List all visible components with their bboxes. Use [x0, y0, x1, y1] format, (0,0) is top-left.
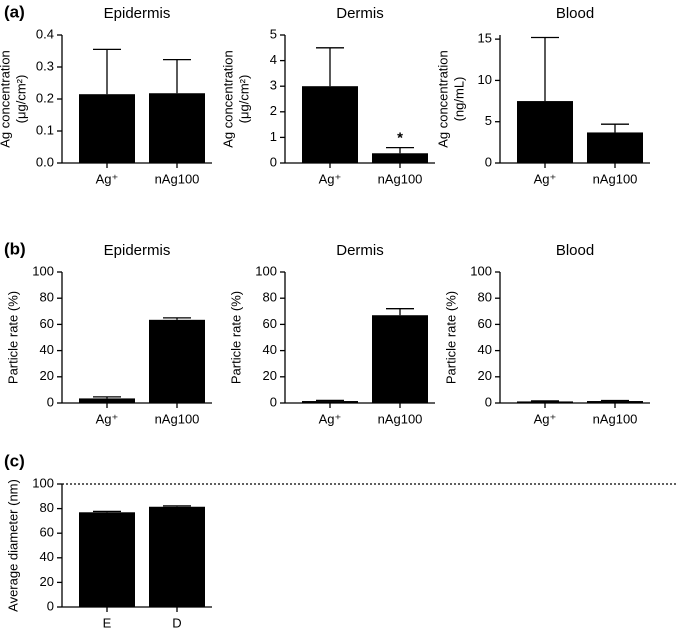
y-tick-label: 100 — [32, 263, 54, 278]
y-tick-label: 80 — [263, 290, 277, 305]
bar — [79, 512, 135, 607]
y-axis-label: (μg/cm²) — [236, 75, 251, 124]
annotation: * — [397, 130, 403, 147]
y-tick-label: 100 — [470, 263, 492, 278]
y-tick-label: 4 — [270, 52, 277, 67]
y-tick-label: 100 — [255, 263, 277, 278]
chart-title: Dermis — [336, 5, 384, 22]
bar — [587, 401, 643, 403]
y-tick-label: 0.2 — [36, 90, 54, 105]
y-tick-label: 80 — [40, 500, 54, 515]
y-tick-label: 20 — [40, 368, 54, 383]
y-axis-label: Average diameter (nm) — [5, 479, 20, 612]
y-axis-label: Particle rate (%) — [228, 291, 243, 384]
bar — [149, 319, 205, 403]
bar — [587, 132, 643, 163]
y-tick-label: 5 — [270, 26, 277, 41]
y-tick-label: 60 — [478, 316, 492, 331]
y-tick-label: 40 — [478, 342, 492, 357]
y-tick-label: 0 — [270, 394, 277, 409]
y-tick-label: 60 — [40, 316, 54, 331]
y-tick-label: 40 — [40, 342, 54, 357]
y-tick-label: 40 — [263, 342, 277, 357]
y-tick-label: 100 — [32, 475, 54, 490]
y-tick-label: 0.0 — [36, 154, 54, 169]
x-tick-label: Ag⁺ — [534, 411, 557, 426]
x-tick-label: nAg100 — [378, 411, 423, 426]
x-tick-label: Ag⁺ — [534, 171, 557, 186]
chart-title: Epidermis — [104, 242, 171, 259]
x-tick-label: E — [103, 615, 112, 629]
y-tick-label: 2 — [270, 103, 277, 118]
x-tick-label: Ag⁺ — [319, 171, 342, 186]
x-tick-label: Ag⁺ — [319, 411, 342, 426]
y-tick-label: 80 — [40, 290, 54, 305]
chart-title: Dermis — [336, 242, 384, 259]
y-axis-label: Particle rate (%) — [443, 291, 458, 384]
chart: Blood Ag concentration (ng/mL) 0 5 10 15 Ag⁺ nAg… — [435, 5, 650, 186]
x-tick-label: nAg100 — [378, 171, 423, 186]
bar — [79, 94, 135, 163]
y-tick-label: 0 — [485, 154, 492, 169]
y-axis-label: (μg/cm²) — [13, 75, 28, 124]
panel-label: (b) — [4, 239, 26, 258]
chart: Blood Particle rate (%) 0 20 40 60 80 100 Ag⁺ nAg… — [443, 242, 650, 426]
chart: (c) Average diameter (nm) 0 20 40 60 80 100 E D — [4, 451, 677, 629]
y-axis-label: Particle rate (%) — [5, 291, 20, 384]
y-tick-label: 40 — [40, 549, 54, 564]
y-tick-label: 0 — [270, 154, 277, 169]
x-tick-label: D — [172, 615, 181, 629]
x-tick-label: nAg100 — [155, 171, 200, 186]
bar — [149, 93, 205, 163]
chart-title: Blood — [556, 5, 594, 22]
y-tick-label: 10 — [478, 72, 492, 87]
y-axis-label: Ag concentration — [220, 50, 235, 148]
x-tick-label: Ag⁺ — [96, 411, 119, 426]
y-tick-label: 3 — [270, 78, 277, 93]
y-axis-label: Ag concentration — [435, 50, 450, 148]
x-tick-label: nAg100 — [155, 411, 200, 426]
y-axis-label: (ng/mL) — [451, 77, 466, 122]
chart-title: Epidermis — [104, 5, 171, 22]
y-tick-label: 0.1 — [36, 122, 54, 137]
y-tick-label: 0.3 — [36, 58, 54, 73]
chart-title: Blood — [556, 242, 594, 259]
y-tick-label: 0 — [485, 394, 492, 409]
bar — [372, 153, 428, 163]
x-tick-label: nAg100 — [593, 171, 638, 186]
bar — [372, 315, 428, 403]
chart: Dermis Particle rate (%) 0 20 40 60 80 100 Ag⁺ nA… — [228, 242, 435, 426]
y-tick-label: 0 — [47, 598, 54, 613]
y-tick-label: 5 — [485, 113, 492, 128]
x-tick-label: Ag⁺ — [96, 171, 119, 186]
chart: (b) Epidermis Particle rate (%) 0 20 40 60 80 10… — [4, 239, 212, 426]
bar — [149, 506, 205, 607]
x-tick-label: nAg100 — [593, 411, 638, 426]
bar — [79, 398, 135, 403]
bar — [517, 101, 573, 163]
panel-label: (a) — [4, 2, 25, 21]
chart: Dermis Ag concentration (μg/cm²) 0 1 2 3 4 5 Ag⁺ n… — [220, 5, 435, 186]
y-tick-label: 20 — [263, 368, 277, 383]
y-tick-label: 0 — [47, 394, 54, 409]
y-tick-label: 80 — [478, 290, 492, 305]
bar — [302, 401, 358, 403]
y-tick-label: 60 — [263, 316, 277, 331]
y-tick-label: 20 — [40, 574, 54, 589]
y-tick-label: 20 — [478, 368, 492, 383]
y-tick-label: 15 — [478, 31, 492, 46]
panel-label: (c) — [4, 451, 25, 470]
bar — [517, 401, 573, 403]
y-tick-label: 1 — [270, 129, 277, 144]
y-axis-label: Ag concentration — [0, 50, 12, 148]
bar — [302, 86, 358, 163]
y-tick-label: 60 — [40, 525, 54, 540]
chart: (a) Epidermis Ag concentration (μg/cm²) 0.0 0… — [0, 2, 212, 186]
y-tick-label: 0.4 — [36, 26, 54, 41]
